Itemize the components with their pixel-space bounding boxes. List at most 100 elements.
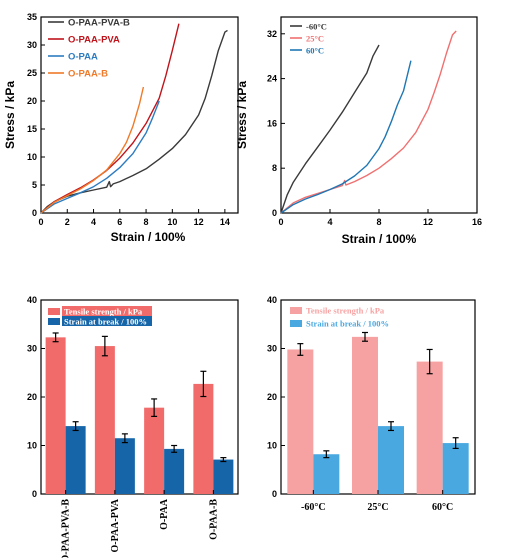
legend-label: O-PAA	[68, 52, 98, 63]
y-ticks: 0 8 16 24 32	[267, 29, 285, 218]
x-ticks: 0 2 4 6 8 10 12 14	[38, 209, 230, 227]
x-tick-label: 4	[91, 217, 96, 227]
series-line	[40, 100, 160, 214]
y-tick-label: 10	[27, 441, 37, 451]
y-tick-label: 32	[267, 29, 277, 39]
series-line	[280, 60, 412, 214]
y-tick-label: 25	[27, 68, 37, 78]
x-tick-label: 16	[472, 217, 482, 227]
x-ticks: 0 4 8 12 16	[278, 209, 482, 227]
series-line	[280, 44, 380, 214]
x-tick-label: 8	[144, 217, 149, 227]
bar	[287, 349, 314, 494]
legend-label: O-PAA-PVA	[68, 35, 120, 46]
series-line	[40, 86, 145, 214]
x-tick-label: 0	[278, 217, 283, 227]
category-label: O-PAA-B	[208, 499, 219, 540]
bar	[416, 361, 443, 494]
category-label: -60°C	[301, 502, 326, 513]
y-tick-label: 0	[32, 208, 37, 218]
x-axis-label: Strain / 100%	[111, 230, 186, 244]
y-tick-label: 40	[267, 295, 277, 305]
panel-stress-strain-temperature: 0 4 8 12 16 0 8 16 24 32 -60°C 25°C 60°C Strain / …	[235, 16, 482, 246]
legend-swatch	[48, 308, 60, 315]
x-axis-label: Strain / 100%	[342, 232, 417, 246]
legend-label: Tensile strength / kPa	[64, 307, 143, 317]
legend-label: O-PAA-PVA-B	[68, 18, 130, 29]
y-tick-label: 24	[267, 74, 277, 84]
bar	[352, 336, 378, 494]
y-tick-label: 15	[27, 124, 37, 134]
y-tick-label: 30	[267, 344, 277, 354]
y-tick-label: 20	[267, 392, 277, 402]
legend-label: O-PAA-B	[68, 69, 108, 80]
x-tick-label: 14	[220, 217, 230, 227]
bar	[164, 448, 185, 494]
bar	[378, 426, 404, 494]
y-axis-label: Stress / kPa	[3, 81, 17, 149]
series-line	[40, 29, 228, 214]
panel-bars-temperature: 0 10 20 30 40 -60°C 25°C 60°C Tensile strength…	[267, 295, 476, 513]
legend-label: -60°C	[306, 22, 327, 32]
legend-swatch	[48, 318, 60, 325]
x-tick-label: 4	[327, 217, 332, 227]
legend-swatch	[290, 320, 302, 327]
bar	[144, 407, 165, 494]
bar	[313, 454, 340, 494]
y-tick-label: 16	[267, 118, 277, 128]
series-group	[280, 30, 457, 214]
series-line	[280, 30, 457, 214]
x-tick-label: 0	[38, 217, 43, 227]
category-labels: -60°C 25°C 60°C	[301, 490, 453, 513]
bar	[213, 459, 234, 494]
y-tick-label: 20	[27, 96, 37, 106]
legend-label-band	[62, 316, 152, 326]
y-tick-label: 10	[267, 441, 277, 451]
x-tick-label: 8	[376, 217, 381, 227]
legend: -60°C 25°C 60°C	[290, 22, 327, 56]
y-tick-label: 10	[27, 152, 37, 162]
category-label: O-PAA-PVA	[110, 498, 121, 552]
y-tick-label: 30	[27, 344, 37, 354]
bar	[442, 443, 469, 494]
legend-label: Tensile strength / kPa	[306, 306, 385, 316]
x-tick-label: 2	[65, 217, 70, 227]
x-tick-label: 10	[167, 217, 177, 227]
category-label: O-PAA-PVA-B	[61, 499, 72, 558]
y-ticks: 0 10 20 30 40	[267, 295, 285, 499]
legend-swatch	[290, 307, 302, 314]
y-tick-label: 30	[27, 40, 37, 50]
bar	[114, 438, 135, 494]
y-tick-label: 35	[27, 12, 37, 22]
bar	[193, 383, 214, 494]
bar	[94, 346, 115, 494]
legend-label: 25°C	[306, 34, 324, 44]
y-tick-label: 8	[272, 163, 277, 173]
x-tick-label: 6	[117, 217, 122, 227]
y-axis-label: Stress / kPa	[235, 81, 249, 149]
category-labels: O-PAA-PVA-B O-PAA-PVA O-PAA O-PAA-B	[61, 490, 219, 558]
legend-label: 60°C	[306, 46, 324, 56]
x-tick-label: 12	[423, 217, 433, 227]
category-label: 25°C	[367, 502, 388, 513]
plot-frame	[40, 16, 239, 214]
legend-label: Strain at break / 100%	[64, 317, 147, 327]
y-ticks: 0 10 20 30 40	[27, 295, 45, 499]
legend-label-band	[62, 306, 152, 316]
y-tick-label: 0	[32, 489, 37, 499]
category-label: 60°C	[432, 502, 453, 513]
bars-group	[287, 331, 469, 494]
series-line	[40, 23, 180, 214]
bars-group	[45, 332, 234, 494]
x-tick-label: 12	[194, 217, 204, 227]
legend: O-PAA-PVA-B O-PAA-PVA O-PAA O-PAA-B	[48, 18, 130, 80]
bar	[65, 426, 86, 494]
y-tick-label: 0	[272, 208, 277, 218]
bar	[45, 337, 66, 494]
category-label: O-PAA	[159, 498, 170, 530]
series-group	[40, 23, 228, 214]
